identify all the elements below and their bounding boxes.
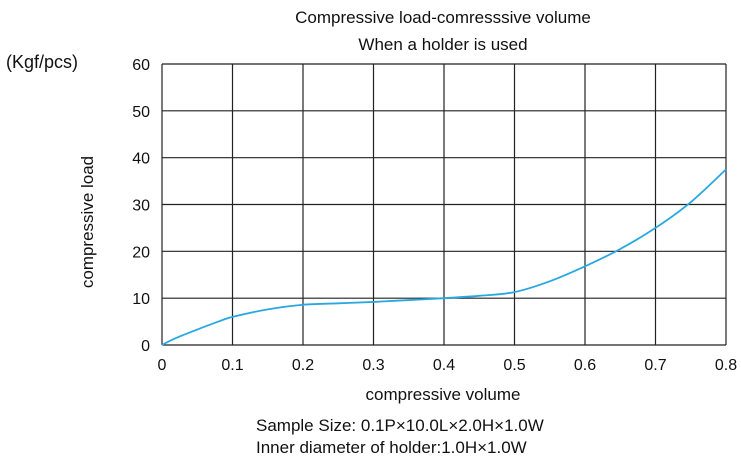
x-tick-label-5: 0.5 [503, 357, 525, 374]
y-tick-label-2: 20 [132, 244, 150, 261]
series-line-0 [161, 168, 727, 346]
x-axis-label: compressive volume [365, 385, 521, 404]
x-tick-label-8: 0.8 [715, 357, 737, 374]
y-tick-label-4: 40 [132, 151, 150, 168]
holder-diameter-note: Inner diameter of holder:1.0H×1.0W [256, 438, 527, 457]
y-tick-label-5: 50 [132, 104, 150, 121]
x-tick-label-4: 0.4 [433, 357, 455, 374]
y-tick-label-6: 60 [132, 57, 150, 74]
series-layer [161, 168, 727, 346]
x-tick-label-7: 0.7 [644, 357, 666, 374]
chart-title: Compressive load-comresssive volume [295, 8, 591, 27]
x-tick-label-6: 0.6 [574, 357, 596, 374]
x-tick-label-1: 0.1 [221, 357, 243, 374]
x-tick-label-2: 0.2 [292, 357, 314, 374]
sample-size-note: Sample Size: 0.1P×10.0L×2.0H×1.0W [256, 416, 544, 435]
x-tick-label-0: 0 [158, 357, 167, 374]
chart-plot: 0 0.1 0.2 0.3 0.4 0.5 0.6 0.7 0.8 0 10 20 30 40 50 60 [132, 57, 737, 374]
grid [161, 63, 727, 346]
y-tick-label-0: 0 [141, 338, 150, 355]
y-tick-label-1: 10 [132, 291, 150, 308]
chart-subtitle: When a holder is used [358, 35, 528, 54]
x-tick-label-3: 0.3 [362, 357, 384, 374]
unit-label: (Kgf/pcs) [6, 52, 79, 72]
y-tick-label-3: 30 [132, 198, 150, 215]
tick-labels: 0 0.1 0.2 0.3 0.4 0.5 0.6 0.7 0.8 0 10 20 30 40 50 60 [132, 57, 737, 374]
